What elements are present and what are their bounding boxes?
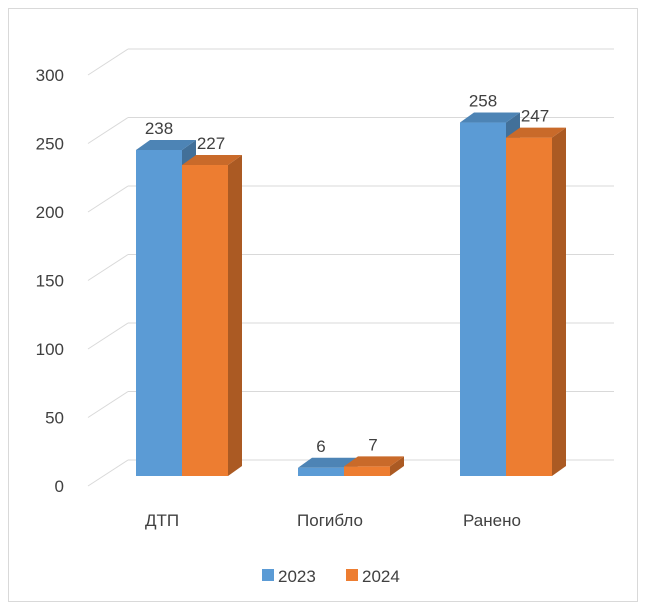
y-tick-label: 0 [55, 477, 64, 496]
bar-top [344, 456, 404, 467]
x-tick-label: Ранено [463, 511, 521, 530]
y-tick-label: 300 [36, 66, 64, 85]
gridline-side [87, 322, 129, 350]
x-tick-label: ДТП [145, 511, 179, 530]
bar-top [506, 127, 566, 138]
data-label: 7 [368, 435, 377, 454]
bar-2023-2 [460, 122, 506, 476]
legend-label: 2023 [278, 567, 316, 586]
bar-side [552, 127, 566, 477]
y-tick-label: 250 [36, 135, 64, 154]
legend-swatch [262, 569, 274, 581]
gridline-side [87, 391, 129, 418]
bar-2024-2 [506, 137, 552, 477]
data-label: 227 [197, 134, 225, 153]
bar-2024-0 [182, 165, 228, 476]
gridline-side [87, 117, 129, 144]
gridline-side [87, 254, 129, 281]
x-tick-label: Погибло [297, 511, 363, 530]
bar-top [182, 155, 242, 166]
bar-top [136, 139, 196, 150]
gridline-side [87, 185, 129, 213]
data-label: 6 [316, 437, 325, 456]
legend-label: 2024 [362, 567, 400, 586]
data-label: 247 [521, 107, 549, 126]
y-tick-label: 200 [36, 203, 64, 222]
data-label: 238 [145, 119, 173, 138]
bar-2023-0 [136, 149, 182, 476]
bar-side [390, 456, 404, 476]
bar-2024-1 [344, 466, 390, 476]
bar-2023-1 [298, 467, 344, 476]
data-label: 258 [469, 92, 497, 111]
gridline-side [87, 459, 129, 487]
y-tick-label: 50 [45, 409, 64, 428]
bar-side [228, 155, 242, 476]
bar-top [298, 457, 358, 468]
y-tick-label: 100 [36, 340, 64, 359]
gridline-side [87, 48, 129, 76]
y-tick-label: 150 [36, 272, 64, 291]
legend-swatch [346, 569, 358, 581]
bar-top [460, 112, 520, 123]
